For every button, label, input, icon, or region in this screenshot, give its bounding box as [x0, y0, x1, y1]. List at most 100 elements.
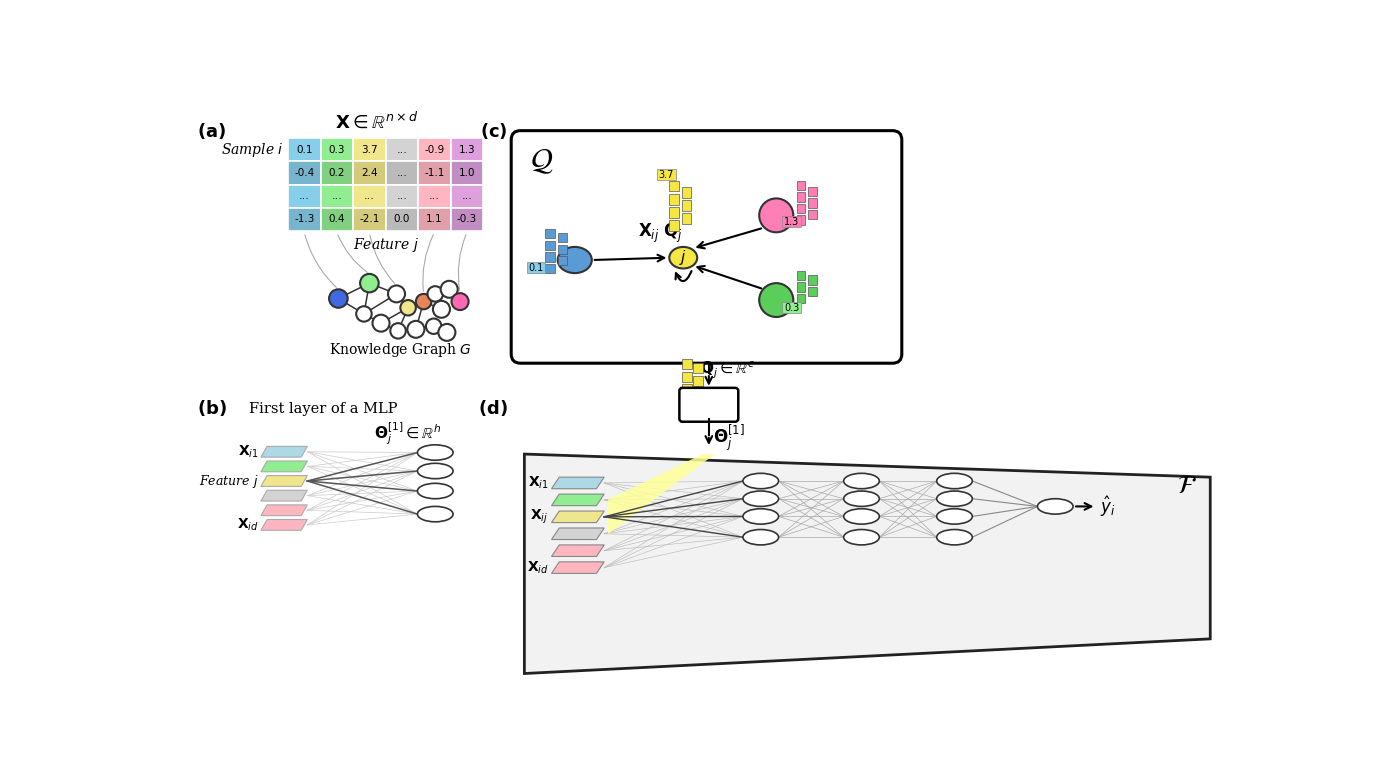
- Bar: [558, 257, 567, 266]
- Polygon shape: [551, 528, 605, 540]
- Text: $\mathbf{(d)}$: $\mathbf{(d)}$: [478, 398, 508, 418]
- Text: ...: ...: [397, 168, 407, 178]
- Text: $\mathbf{(c)}$: $\mathbf{(c)}$: [480, 121, 507, 141]
- FancyBboxPatch shape: [679, 388, 738, 422]
- Bar: [418, 161, 451, 184]
- Text: $\mathbf{(b)}$: $\mathbf{(b)}$: [196, 398, 227, 418]
- Ellipse shape: [418, 483, 453, 498]
- Bar: [320, 161, 353, 184]
- FancyBboxPatch shape: [657, 169, 676, 180]
- Text: Sample $i$: Sample $i$: [221, 141, 284, 159]
- FancyBboxPatch shape: [526, 263, 545, 273]
- Polygon shape: [261, 475, 308, 486]
- Text: 0.0: 0.0: [394, 214, 409, 224]
- Bar: [558, 245, 567, 254]
- Ellipse shape: [844, 473, 879, 488]
- Bar: [797, 204, 805, 213]
- Text: -2.1: -2.1: [359, 214, 379, 224]
- Text: ...: ...: [331, 191, 342, 201]
- Bar: [386, 207, 418, 230]
- Polygon shape: [551, 545, 605, 557]
- Bar: [682, 187, 691, 197]
- Ellipse shape: [418, 506, 453, 521]
- Ellipse shape: [743, 473, 779, 488]
- Ellipse shape: [669, 247, 697, 269]
- Circle shape: [372, 315, 389, 332]
- Text: ...: ...: [364, 191, 375, 201]
- Bar: [353, 161, 386, 184]
- Text: 0.3: 0.3: [328, 145, 345, 155]
- Circle shape: [390, 323, 405, 339]
- Circle shape: [760, 283, 793, 317]
- Text: $\mathbf{X} \in \mathbb{R}^{n\times d}$: $\mathbf{X} \in \mathbb{R}^{n\times d}$: [335, 111, 419, 131]
- Bar: [545, 229, 555, 238]
- Text: 1.3: 1.3: [459, 145, 475, 155]
- Text: Knowledge Graph $G$: Knowledge Graph $G$: [328, 341, 471, 359]
- Bar: [797, 180, 805, 190]
- Text: -1.1: -1.1: [425, 168, 445, 178]
- Bar: [451, 207, 484, 230]
- Polygon shape: [525, 454, 1210, 674]
- Text: $\mathcal{F}$: $\mathcal{F}$: [1178, 475, 1197, 498]
- Text: $\hat{y}_i$: $\hat{y}_i$: [1101, 494, 1116, 518]
- Bar: [669, 194, 679, 204]
- Bar: [808, 210, 818, 219]
- Circle shape: [438, 324, 455, 341]
- Text: ...: ...: [298, 191, 309, 201]
- Bar: [353, 207, 386, 230]
- Ellipse shape: [937, 491, 973, 506]
- Text: 0.4: 0.4: [328, 214, 345, 224]
- Text: 1.3: 1.3: [785, 217, 800, 227]
- Bar: [418, 207, 451, 230]
- Text: $\mathbf{(a)}$: $\mathbf{(a)}$: [198, 121, 227, 141]
- Bar: [669, 207, 679, 217]
- Text: $\mathbf{X}_{id}$: $\mathbf{X}_{id}$: [526, 559, 548, 576]
- Text: -0.3: -0.3: [458, 214, 477, 224]
- Text: -1.3: -1.3: [294, 214, 315, 224]
- Text: Feature $j$: Feature $j$: [353, 236, 419, 253]
- Polygon shape: [551, 494, 605, 505]
- Text: $\mathcal{B}$: $\mathcal{B}$: [699, 392, 719, 417]
- Bar: [682, 213, 691, 223]
- Bar: [797, 271, 805, 280]
- Text: $\mathbf{\Theta}_j^{[1]}$: $\mathbf{\Theta}_j^{[1]}$: [713, 423, 745, 455]
- Bar: [545, 264, 555, 273]
- Text: -0.4: -0.4: [294, 168, 315, 178]
- Bar: [320, 184, 353, 207]
- Bar: [289, 207, 320, 230]
- Polygon shape: [261, 505, 308, 515]
- Polygon shape: [261, 461, 308, 472]
- Bar: [353, 138, 386, 161]
- Ellipse shape: [558, 247, 592, 273]
- Ellipse shape: [937, 529, 973, 545]
- Text: 2.4: 2.4: [361, 168, 378, 178]
- Ellipse shape: [844, 508, 879, 524]
- Text: 3.7: 3.7: [658, 170, 673, 180]
- Polygon shape: [551, 562, 605, 574]
- Text: -0.9: -0.9: [425, 145, 445, 155]
- Bar: [669, 220, 679, 230]
- Text: $\mathbf{\Theta}_j^{[1]} \in \mathbb{R}^h$: $\mathbf{\Theta}_j^{[1]} \in \mathbb{R}^…: [375, 420, 442, 447]
- Circle shape: [441, 281, 458, 298]
- Polygon shape: [261, 519, 308, 530]
- Ellipse shape: [937, 473, 973, 488]
- Text: 1.0: 1.0: [459, 168, 475, 178]
- Ellipse shape: [844, 491, 879, 506]
- Circle shape: [407, 321, 425, 338]
- Text: 0.3: 0.3: [785, 303, 800, 313]
- Text: 0.1: 0.1: [295, 145, 312, 155]
- Bar: [451, 138, 484, 161]
- Text: $\mathbf{X}_{ij}$: $\mathbf{X}_{ij}$: [530, 508, 548, 526]
- Text: ...: ...: [397, 145, 407, 155]
- Bar: [545, 241, 555, 250]
- Bar: [682, 200, 691, 210]
- Bar: [418, 184, 451, 207]
- Bar: [808, 276, 818, 285]
- Ellipse shape: [1037, 498, 1073, 514]
- FancyBboxPatch shape: [511, 131, 901, 363]
- Bar: [320, 138, 353, 161]
- Text: Feature $j$: Feature $j$: [199, 472, 258, 489]
- Bar: [289, 184, 320, 207]
- Text: $\mathbf{X}_{id}$: $\mathbf{X}_{id}$: [236, 517, 258, 533]
- Text: ...: ...: [429, 191, 440, 201]
